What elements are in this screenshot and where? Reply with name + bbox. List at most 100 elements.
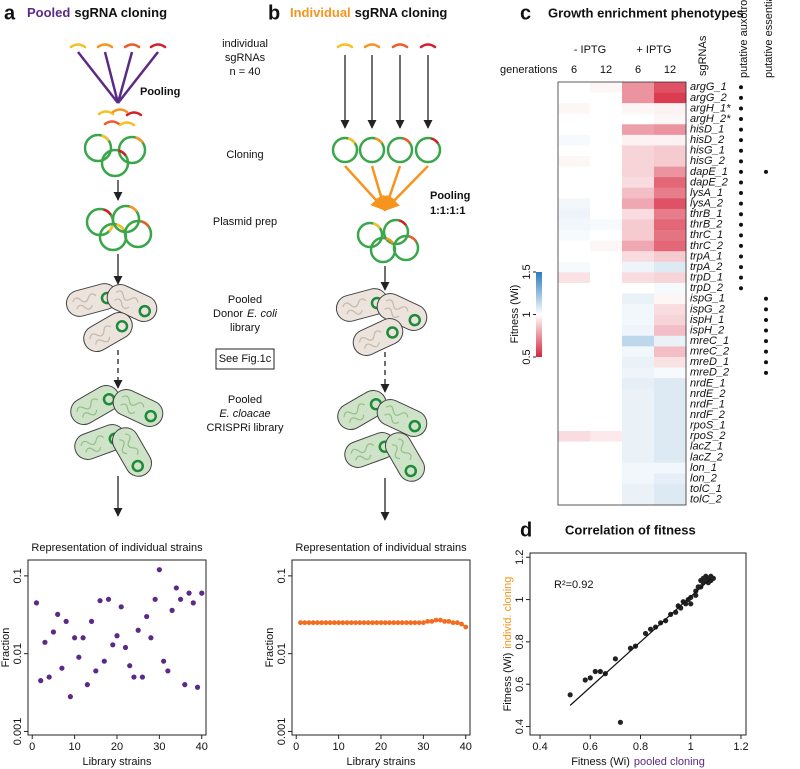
plasmid-insert: [385, 237, 394, 245]
heatmap-cell: [622, 441, 655, 453]
heatmap-cell: [622, 251, 655, 263]
point: [378, 620, 384, 626]
point: [592, 668, 598, 675]
heatmap-cell: [654, 441, 687, 453]
point: [135, 627, 141, 633]
point: [420, 620, 426, 626]
column-label: 6: [635, 64, 641, 76]
cell: [352, 318, 404, 356]
step-label: n = 40: [230, 66, 261, 78]
heatmap-cell: [590, 293, 623, 305]
point: [374, 620, 380, 626]
plasmid: [331, 136, 359, 164]
flag-dot: [739, 169, 743, 174]
heatmap-cell: [654, 177, 687, 189]
point: [582, 677, 588, 683]
heatmap-cell: [558, 314, 591, 326]
step-label-part: library: [230, 322, 260, 334]
heatmap-cell: [590, 335, 623, 347]
flag-header: putative essential: [763, 0, 775, 78]
point: [433, 617, 439, 623]
row-label: argG_2: [690, 92, 727, 104]
chart-title: Correlation of fitness: [565, 522, 696, 537]
point: [454, 620, 460, 626]
row-label: trpA_1: [690, 250, 722, 262]
point: [597, 668, 603, 675]
step-label: Cloning: [226, 149, 263, 161]
flag-dot: [739, 85, 743, 90]
plot-frame: [529, 552, 747, 736]
heatmap-cell: [654, 409, 687, 421]
column-label: 6: [571, 64, 577, 76]
flag-dot: [764, 349, 768, 354]
heatmap-cell: [558, 441, 591, 453]
heatmap-cell: [590, 452, 623, 463]
x-tick-label: 40: [196, 741, 208, 753]
x-axis-label: Fitness (Wi) pooled cloning: [571, 756, 705, 768]
flag-dot: [764, 169, 768, 174]
colorbar-label: Fitness (Wi): [509, 285, 521, 344]
heatmap-cell: [590, 356, 623, 368]
heatmap-cell: [654, 261, 687, 273]
heatmap-cell: [622, 335, 655, 347]
heatmap-cell: [558, 166, 591, 178]
heatmap-cell: [654, 82, 687, 93]
chromosome: [350, 443, 375, 461]
heatmap-cell: [654, 272, 687, 284]
heatmap-cell: [558, 346, 591, 358]
plasmid-insert: [135, 136, 144, 144]
step-label-part: See Fig.1c: [219, 353, 272, 365]
heatmap-cell: [622, 325, 655, 337]
point: [450, 620, 456, 626]
cell: [70, 385, 120, 425]
heatmap-cell: [558, 82, 591, 93]
heatmap-cell: [654, 304, 687, 315]
heatmap-cell: [590, 92, 623, 104]
heatmap-cell: [654, 335, 687, 347]
heatmap-cell: [622, 356, 655, 368]
flag-dot: [764, 360, 768, 365]
cell: [83, 312, 133, 352]
heatmap-cell: [558, 198, 591, 210]
flag-dot: [739, 159, 743, 164]
plasmid: [386, 136, 414, 164]
chromosome: [343, 403, 366, 423]
flag-dot: [764, 328, 768, 333]
cell: [337, 390, 387, 430]
row-label: nrdF_2: [690, 409, 725, 421]
heatmap-cell: [654, 113, 687, 125]
point: [395, 620, 401, 626]
point: [688, 601, 694, 607]
chromosome: [72, 293, 97, 310]
chromosome: [114, 290, 139, 309]
cell-body: [112, 389, 164, 427]
colorbar: [536, 272, 542, 357]
heatmap-cell: [622, 166, 655, 178]
heatmap-cell: [654, 314, 687, 326]
y-tick-label: 0.001: [276, 718, 288, 746]
point: [182, 682, 188, 688]
row-label: lacZ_2: [690, 451, 723, 463]
flag-header: putative auxotrophic: [738, 0, 750, 78]
heatmap-cell: [622, 82, 655, 93]
heatmap-cell: [590, 103, 623, 115]
row-label: mreC_2: [690, 346, 729, 358]
plot-frame: [291, 559, 471, 736]
pooling-label: Pooling: [430, 190, 470, 202]
chart-title: Representation of individual strains: [295, 542, 467, 554]
heatmap-cell: [558, 187, 591, 199]
point: [310, 620, 316, 626]
plasmid-insert: [103, 208, 112, 216]
chromosome: [392, 438, 412, 461]
cell: [376, 399, 428, 437]
pooling-line: [117, 51, 159, 104]
heatmap-cell: [558, 399, 591, 411]
row-label: ispG_1: [690, 293, 725, 305]
point: [442, 618, 447, 624]
heatmap-cell: [654, 293, 687, 305]
point: [97, 598, 103, 604]
point: [391, 620, 397, 626]
plasmid-insert: [347, 137, 356, 145]
row-label: thrB_2: [690, 219, 722, 231]
